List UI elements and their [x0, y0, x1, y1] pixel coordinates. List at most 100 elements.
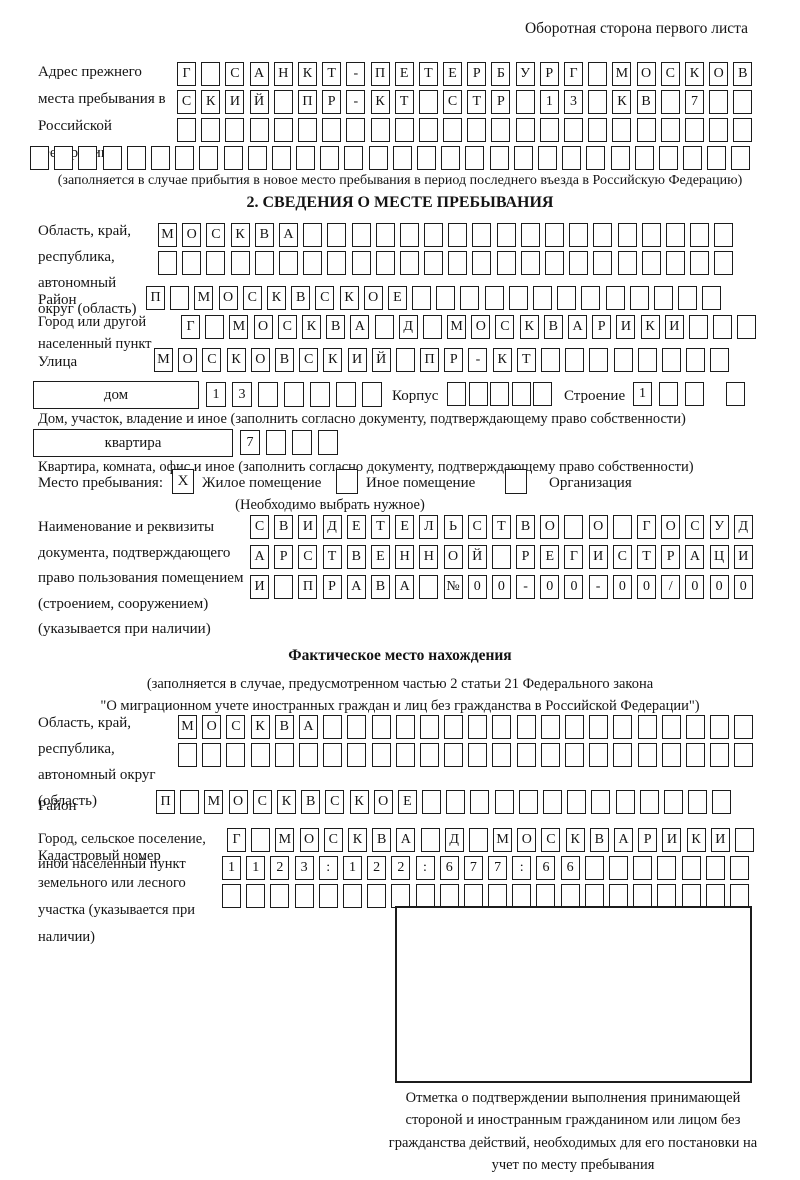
grid-cell[interactable] — [374, 315, 394, 339]
grid-cell[interactable] — [658, 146, 678, 170]
grid-cell[interactable]: 1 — [206, 382, 226, 407]
grid-cell[interactable] — [734, 743, 754, 767]
grid-cell[interactable] — [320, 146, 340, 170]
grid-cell[interactable] — [615, 790, 635, 814]
grid-cell[interactable] — [273, 118, 293, 142]
grid-cell[interactable]: 1 — [246, 856, 266, 880]
grid-cell[interactable] — [733, 118, 753, 142]
grid-cell[interactable] — [327, 223, 347, 247]
grid-cell[interactable] — [508, 286, 528, 310]
grid-cell[interactable] — [540, 715, 560, 739]
grid-cell[interactable]: С — [250, 515, 269, 539]
grid-cell[interactable] — [641, 251, 661, 275]
grid-cell[interactable] — [661, 743, 681, 767]
grid-cell[interactable]: С — [467, 515, 487, 539]
grid-cell[interactable] — [344, 146, 364, 170]
grid-cell[interactable]: О — [636, 62, 656, 86]
grid-cell[interactable] — [685, 382, 704, 406]
grid-cell[interactable]: Й — [467, 545, 487, 569]
grid-cell[interactable] — [543, 790, 562, 814]
grid-cell[interactable] — [371, 743, 391, 767]
grid-cell[interactable] — [249, 118, 269, 142]
grid-cell[interactable] — [637, 715, 657, 739]
grid-cell[interactable]: К — [339, 286, 359, 310]
grid-cell[interactable] — [660, 90, 680, 114]
grid-cell[interactable] — [589, 715, 609, 739]
grid-cell[interactable] — [707, 146, 727, 170]
grid-cell[interactable] — [545, 223, 564, 247]
grid-cell[interactable] — [298, 743, 318, 767]
grid-cell[interactable]: М — [612, 62, 632, 86]
grid-cell[interactable] — [605, 286, 625, 310]
grid-cell[interactable]: О — [228, 790, 248, 814]
grid-cell[interactable]: О — [709, 62, 729, 86]
grid-cell[interactable]: Т — [370, 515, 390, 539]
grid-cell[interactable] — [569, 251, 589, 275]
grid-cell[interactable] — [710, 348, 730, 372]
grid-cell[interactable]: 3 — [294, 856, 314, 880]
grid-cell[interactable] — [709, 90, 729, 114]
grid-cell[interactable] — [688, 790, 708, 814]
grid-cell[interactable] — [436, 286, 456, 310]
grid-cell[interactable] — [246, 884, 266, 908]
grid-cell[interactable]: В — [636, 90, 656, 114]
grid-cell[interactable]: Т — [394, 90, 414, 114]
grid-cell[interactable] — [201, 62, 221, 86]
grid-cell[interactable] — [205, 315, 225, 339]
grid-cell[interactable] — [444, 743, 464, 767]
grid-cell[interactable]: Г — [564, 545, 584, 569]
grid-cell[interactable] — [395, 743, 415, 767]
grid-cell[interactable] — [661, 348, 681, 372]
grid-cell[interactable] — [422, 790, 442, 814]
grid-cell[interactable] — [30, 146, 49, 170]
grid-cell[interactable] — [663, 790, 683, 814]
grid-cell[interactable]: П — [146, 286, 165, 310]
grid-cell[interactable]: 0 — [733, 575, 753, 599]
grid-cell[interactable] — [593, 223, 613, 247]
grid-cell[interactable] — [460, 286, 480, 310]
grid-cell[interactable] — [180, 790, 200, 814]
grid-cell[interactable]: В — [291, 286, 311, 310]
grid-cell[interactable] — [370, 118, 390, 142]
grid-cell[interactable] — [702, 286, 722, 310]
grid-cell[interactable]: Ц — [709, 545, 729, 569]
grid-cell[interactable] — [399, 223, 419, 247]
grid-cell[interactable] — [661, 715, 681, 739]
grid-cell[interactable]: Ь — [443, 515, 463, 539]
grid-cell[interactable]: К — [492, 348, 512, 372]
grid-cell[interactable] — [492, 715, 512, 739]
grid-cell[interactable] — [230, 251, 250, 275]
grid-cell[interactable]: О — [471, 315, 491, 339]
grid-cell[interactable]: М — [275, 828, 295, 852]
grid-cell[interactable]: А — [249, 62, 269, 86]
grid-cell[interactable] — [463, 884, 483, 908]
grid-cell[interactable] — [484, 286, 504, 310]
grid-cell[interactable]: С — [443, 90, 463, 114]
grid-cell[interactable] — [247, 146, 267, 170]
grid-cell[interactable] — [347, 743, 367, 767]
grid-cell[interactable] — [488, 884, 508, 908]
grid-cell[interactable] — [467, 118, 487, 142]
grid-cell[interactable] — [567, 790, 587, 814]
grid-cell[interactable] — [54, 146, 74, 170]
grid-cell[interactable]: К — [250, 715, 270, 739]
grid-cell[interactable] — [415, 884, 435, 908]
grid-cell[interactable]: С — [299, 348, 319, 372]
grid-cell[interactable] — [609, 856, 628, 880]
grid-cell[interactable]: 6 — [536, 856, 556, 880]
grid-cell[interactable]: В — [274, 715, 294, 739]
grid-cell[interactable] — [634, 146, 654, 170]
grid-cell[interactable]: К — [565, 828, 585, 852]
grid-cell[interactable] — [175, 146, 195, 170]
grid-cell[interactable] — [395, 715, 415, 739]
checkbox-other-premises[interactable] — [336, 469, 358, 494]
grid-cell[interactable]: О — [661, 515, 681, 539]
grid-cell[interactable] — [729, 884, 749, 908]
grid-cell[interactable]: 1 — [633, 382, 652, 406]
grid-cell[interactable] — [729, 856, 749, 880]
grid-cell[interactable]: А — [298, 715, 318, 739]
grid-cell[interactable] — [444, 715, 464, 739]
grid-cell[interactable]: 7 — [488, 856, 508, 880]
grid-cell[interactable]: К — [297, 62, 317, 86]
grid-cell[interactable] — [584, 856, 604, 880]
